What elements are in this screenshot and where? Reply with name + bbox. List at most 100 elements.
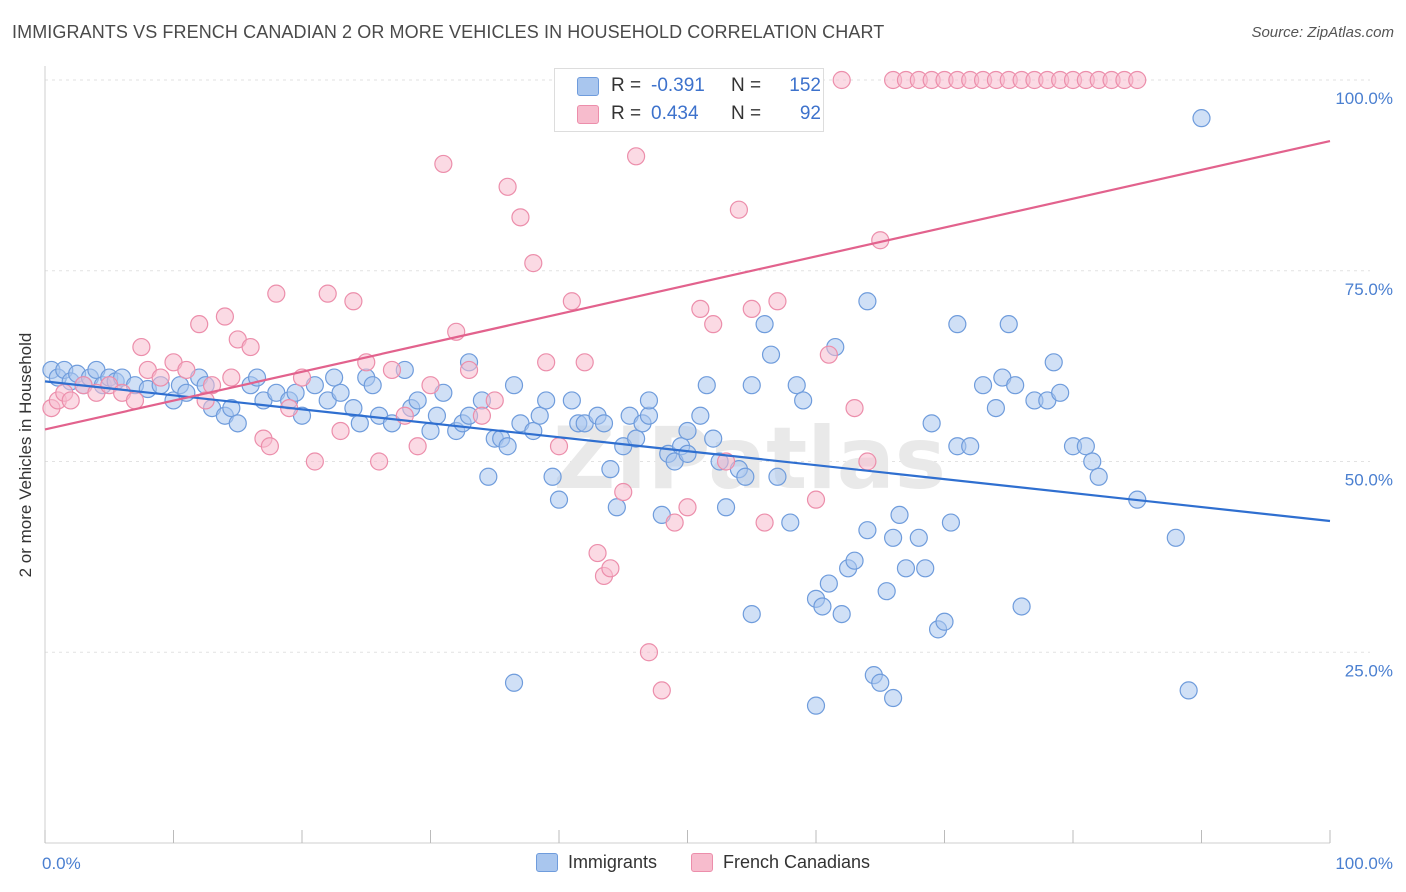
immigrants-point <box>948 315 967 334</box>
immigrants-point <box>832 604 851 624</box>
french-canadians-point <box>639 643 659 662</box>
r-label: R = <box>611 75 642 96</box>
immigrants-point <box>973 376 993 395</box>
immigrants-point <box>845 551 864 570</box>
immigrants-point <box>325 368 344 387</box>
immigrants-point <box>697 376 716 395</box>
immigrants-point <box>504 673 524 692</box>
french-canadians-point <box>408 437 427 456</box>
immigrants-point <box>286 383 305 402</box>
immigrants-point <box>813 597 832 616</box>
immigrants-point <box>819 574 838 593</box>
french-canadians-point <box>819 345 838 364</box>
immigrants-point <box>524 421 543 441</box>
r-label: R = <box>611 103 642 124</box>
immigrants-point <box>794 391 813 410</box>
french-canadians-point <box>652 681 671 700</box>
french-canadians-point <box>601 559 620 578</box>
immigrants-point <box>350 414 369 433</box>
y-tick-label: 50.0% <box>1345 471 1393 490</box>
immigrants-point <box>1044 353 1063 372</box>
immigrants-point <box>941 513 961 532</box>
stats-box: R = -0.391 N = 152 R = 0.434 N = 92 <box>554 68 824 132</box>
french-canadians-trend-line <box>44 139 1331 431</box>
french-canadians-point <box>382 360 402 380</box>
french-canadians-point <box>704 315 723 334</box>
immigrants-point <box>639 406 659 425</box>
immigrants-point <box>909 528 928 547</box>
immigrants-point <box>877 582 896 601</box>
immigrants-point <box>504 376 524 395</box>
immigrants-point <box>787 376 806 395</box>
french-canadians-point <box>125 391 145 410</box>
immigrants-point <box>883 528 903 547</box>
immigrants-point <box>999 315 1018 334</box>
french-canadians-point <box>845 398 864 418</box>
french-canadians-point <box>485 391 504 410</box>
french-canadians-point <box>614 482 633 502</box>
french-canadians-point <box>626 147 646 166</box>
french-canadians-point <box>215 307 234 326</box>
french-canadians-point <box>459 360 479 380</box>
immigrants-point <box>363 376 382 395</box>
french-canadians-point <box>202 376 222 395</box>
n-value: 92 <box>799 103 821 124</box>
french-canadians-point <box>524 254 543 273</box>
immigrants-point <box>871 673 890 692</box>
immigrants-point <box>344 398 363 418</box>
immigrants-point <box>1051 383 1070 402</box>
french-canadians-point <box>742 299 761 318</box>
immigrants-point <box>1192 109 1211 128</box>
x-tick-label: 0.0% <box>42 854 81 873</box>
french-canadians-point <box>472 406 491 425</box>
immigrants-point <box>716 498 736 517</box>
immigrants-point <box>1166 528 1185 547</box>
french-canadians-point <box>61 391 80 410</box>
immigrants-point <box>1012 597 1031 616</box>
french-canadians-point <box>588 543 607 563</box>
x-tick-label: 100.0% <box>1335 854 1393 873</box>
french-canadians-point <box>832 70 851 90</box>
french-canadians-point <box>222 368 241 387</box>
french-canadians-point <box>858 452 877 471</box>
immigrants-point <box>543 467 562 486</box>
french-canadians-point <box>806 490 826 509</box>
immigrants-point <box>781 513 800 532</box>
immigrants-point <box>890 505 909 525</box>
immigrants-point <box>896 559 916 578</box>
immigrants-point <box>626 429 646 448</box>
immigrants-point <box>498 437 517 456</box>
french-canadians-point <box>305 452 324 471</box>
french-swatch <box>577 104 599 124</box>
french-canadians-point <box>511 208 530 227</box>
french-canadians-point <box>498 177 517 196</box>
immigrants-point <box>742 376 761 395</box>
n-label: N = <box>731 75 762 96</box>
french-canadians-point <box>132 337 151 357</box>
immigrants-point <box>922 414 941 433</box>
legend-label: Immigrants <box>567 852 657 872</box>
r-value: 0.434 <box>651 103 699 124</box>
immigrants-point <box>761 345 781 364</box>
french-canadians-point <box>768 292 787 311</box>
french-canadians-point <box>151 368 170 387</box>
immigrants-point <box>858 292 877 311</box>
french-canadians-point <box>549 437 569 456</box>
french-canadians-point <box>421 376 440 395</box>
immigrants-point <box>331 383 350 402</box>
immigrants-point <box>549 490 569 509</box>
french-canadians-point <box>716 452 736 471</box>
y-tick-label: 25.0% <box>1345 661 1393 680</box>
legend-item-french-canadians[interactable]: French Canadians <box>690 852 870 873</box>
legend-item-immigrants[interactable]: Immigrants <box>535 852 657 873</box>
immigrants-legend-swatch <box>535 853 558 872</box>
immigrants-point <box>1076 437 1095 456</box>
french-canadians-point <box>241 337 260 357</box>
immigrants-point <box>768 467 787 486</box>
immigrants-point <box>961 437 980 456</box>
immigrants-point <box>935 612 954 631</box>
stats-row-french: R = 0.434 N = 92 <box>577 101 821 127</box>
immigrants-swatch <box>577 76 599 96</box>
immigrants-point <box>1083 452 1102 471</box>
immigrants-point <box>479 467 498 486</box>
